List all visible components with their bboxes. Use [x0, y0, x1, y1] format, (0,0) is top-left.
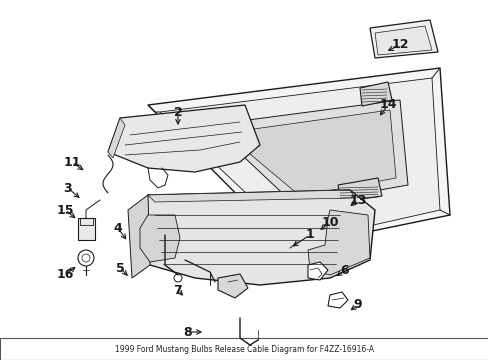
Text: 4: 4 [113, 221, 122, 234]
Polygon shape [337, 178, 381, 202]
Polygon shape [359, 82, 391, 106]
Text: 6: 6 [340, 264, 348, 276]
Text: 12: 12 [390, 39, 408, 51]
Text: 1999 Ford Mustang Bulbs Release Cable Diagram for F4ZZ-16916-A: 1999 Ford Mustang Bulbs Release Cable Di… [115, 345, 373, 354]
Text: 16: 16 [56, 269, 74, 282]
Polygon shape [140, 190, 374, 285]
Polygon shape [327, 292, 347, 308]
Bar [0, 338, 488, 360]
Polygon shape [374, 26, 431, 55]
Text: 7: 7 [173, 284, 182, 297]
Text: 1: 1 [305, 229, 314, 242]
Polygon shape [218, 274, 247, 298]
Polygon shape [148, 68, 449, 248]
Text: 8: 8 [183, 325, 192, 338]
Polygon shape [108, 118, 125, 158]
Text: 14: 14 [379, 99, 396, 112]
Polygon shape [307, 262, 327, 280]
Polygon shape [148, 190, 354, 202]
Text: 11: 11 [63, 156, 81, 168]
Polygon shape [78, 218, 95, 240]
Polygon shape [224, 110, 395, 196]
Polygon shape [369, 20, 437, 58]
Text: 13: 13 [348, 194, 366, 207]
Polygon shape [160, 78, 439, 242]
Polygon shape [307, 210, 369, 275]
Text: 9: 9 [353, 298, 362, 311]
Text: 5: 5 [115, 261, 124, 274]
Text: 3: 3 [63, 181, 72, 194]
Polygon shape [209, 100, 407, 205]
Text: 15: 15 [56, 203, 74, 216]
Polygon shape [108, 105, 260, 172]
Polygon shape [140, 215, 180, 262]
Polygon shape [128, 195, 150, 278]
Text: 2: 2 [173, 105, 182, 118]
Text: 10: 10 [321, 216, 338, 229]
